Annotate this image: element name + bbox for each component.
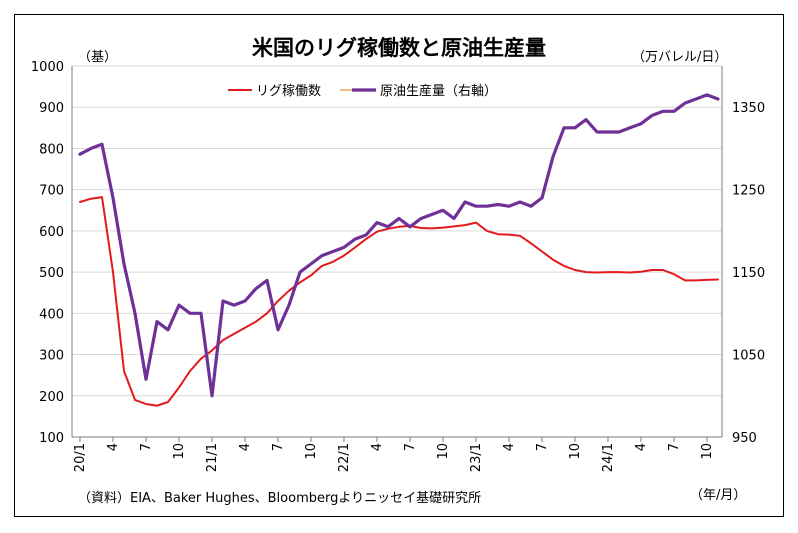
- left-tick-label: 700: [39, 184, 64, 199]
- chart-title: 米国のリグ稼働数と原油生産量: [252, 36, 546, 60]
- x-tick-label: 10: [700, 443, 715, 460]
- left-tick-label: 500: [39, 266, 64, 281]
- right-tick-label: 1350: [732, 101, 765, 116]
- x-tick-label: 10: [436, 443, 451, 460]
- x-tick-label: 10: [172, 443, 187, 460]
- left-tick-label: 400: [39, 307, 64, 322]
- x-tick-label: 7: [403, 443, 418, 451]
- gridlines: [72, 65, 722, 438]
- legend-label-rig-count: リグ稼働数: [256, 84, 321, 99]
- legend-label-oil-production: 原油生産量（右軸）: [380, 83, 497, 99]
- x-tick-label: 24/1: [601, 443, 616, 472]
- left-axis-unit: （基）: [78, 50, 118, 65]
- right-tick-label: 1050: [732, 349, 765, 364]
- x-tick-label: 4: [502, 443, 517, 451]
- left-tick-label: 100: [39, 431, 64, 446]
- x-tick-label: 7: [271, 443, 286, 451]
- x-axis-unit: （年/月）: [690, 488, 747, 503]
- series-lines: [78, 93, 720, 407]
- x-axis-ticks: 20/1 4 7 10 21/1 4 7 10 22/1 4 7 10 23/1 4 7 10 24/1 4 7 10: [73, 437, 715, 472]
- right-tick-label: 1150: [732, 266, 765, 281]
- left-tick-label: 1000: [31, 60, 64, 75]
- x-tick-label: 7: [535, 443, 550, 451]
- x-tick-label: 7: [667, 443, 682, 451]
- x-tick-label: 10: [568, 443, 583, 460]
- series-line-oil-production: [78, 93, 720, 398]
- legend: リグ稼働数 原油生産量（右軸）: [228, 83, 497, 99]
- right-axis-ticks: 950 1050 1150 1250 1350: [732, 101, 765, 446]
- x-tick-label: 4: [370, 443, 385, 451]
- x-tick-label: 7: [139, 443, 154, 451]
- x-tick-label: 4: [238, 443, 253, 451]
- x-tick-label: 4: [106, 443, 121, 451]
- source-note: （資料）EIA、Baker Hughes、Bloombergよりニッセイ基礎研究…: [78, 491, 482, 506]
- right-tick-label: 1250: [732, 184, 765, 199]
- right-tick-label: 950: [732, 431, 757, 446]
- x-tick-label: 22/1: [337, 443, 352, 472]
- right-axis-unit: （万バレル/日）: [632, 50, 728, 65]
- series-line-rig-count: [79, 196, 719, 407]
- x-tick-label: 23/1: [469, 443, 484, 472]
- x-tick-label: 20/1: [73, 443, 88, 472]
- left-tick-label: 300: [39, 349, 64, 364]
- left-tick-label: 800: [39, 142, 64, 157]
- left-tick-label: 200: [39, 390, 64, 405]
- left-tick-label: 600: [39, 225, 64, 240]
- chart-frame: [14, 14, 784, 517]
- x-tick-label: 4: [634, 443, 649, 451]
- left-axis-ticks: 100 200 300 400 500 600 700 800 900 1000: [31, 60, 64, 446]
- x-tick-label: 10: [304, 443, 319, 460]
- x-tick-label: 21/1: [205, 443, 220, 472]
- axes: [71, 66, 723, 438]
- left-tick-label: 900: [39, 101, 64, 116]
